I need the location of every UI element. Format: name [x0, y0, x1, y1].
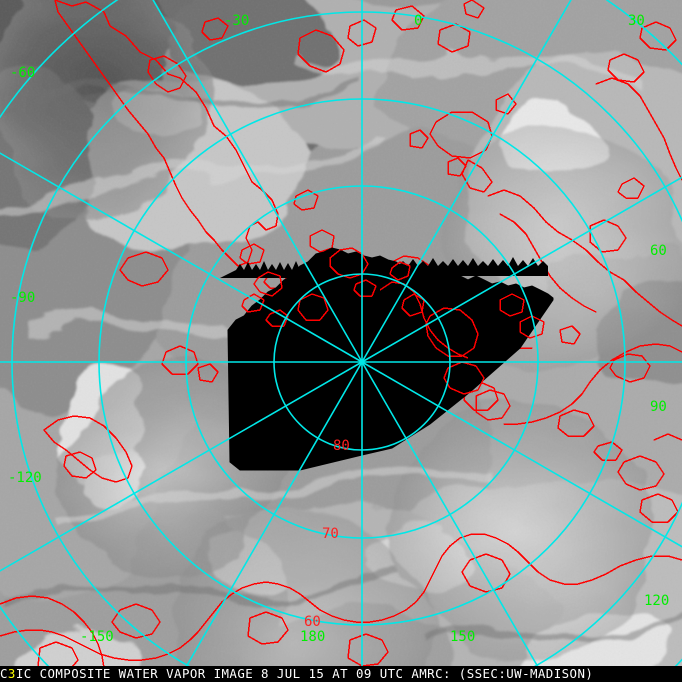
caption-prefix: C	[0, 666, 8, 681]
coastlines-over-void	[241, 247, 545, 421]
lon-label-minus120: -120	[8, 470, 42, 486]
lon-label-minus30: -30	[224, 13, 250, 29]
lat-label-70: 70	[322, 526, 339, 542]
caption-highlight-char: 3	[7, 666, 16, 681]
lat-label-80: 80	[333, 438, 350, 454]
lon-label-minus90: -90	[10, 290, 36, 306]
lon-label-180: 180	[300, 629, 326, 645]
lon-label-minus60: -60	[10, 65, 36, 81]
lon-label-120: 120	[644, 593, 670, 609]
lon-label-90: 90	[650, 399, 667, 415]
caption-text: IC COMPOSITE WATER VAPOR IMAGE 8 JUL 15 …	[15, 666, 594, 681]
caption-bar: C3IC COMPOSITE WATER VAPOR IMAGE 8 JUL 1…	[0, 666, 682, 682]
data-void-region	[220, 247, 554, 471]
lon-label-0: 0	[414, 13, 423, 29]
lon-label-60: 60	[650, 243, 667, 259]
lon-label-150: 150	[450, 629, 476, 645]
lon-label-minus150: -150	[80, 629, 114, 645]
lon-label-30: 30	[628, 13, 645, 29]
lat-label-60: 60	[304, 614, 321, 630]
